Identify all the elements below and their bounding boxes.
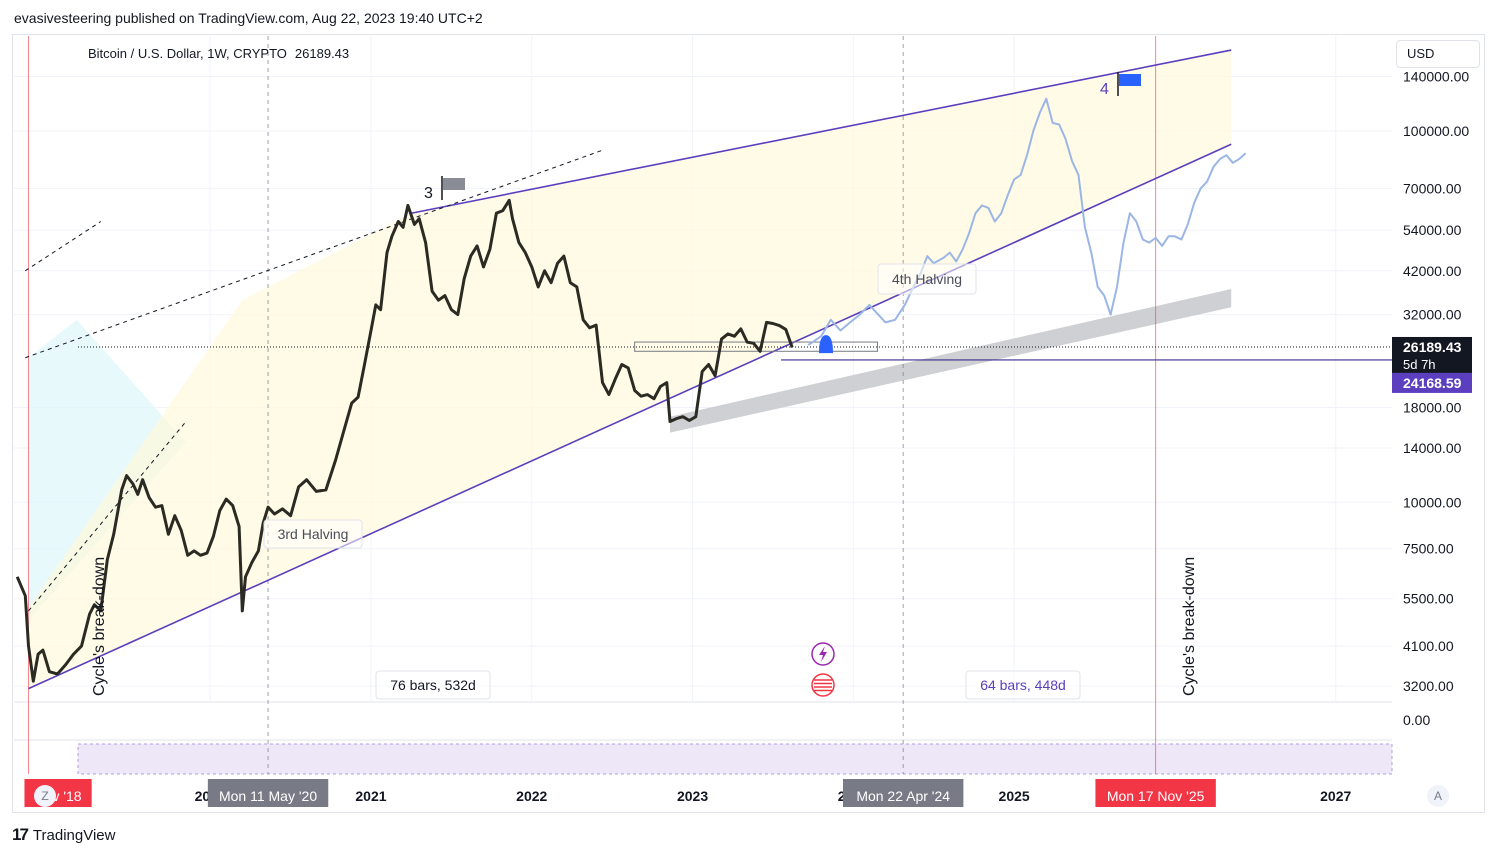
publish-line: evasivesteering published on TradingView… (14, 10, 483, 26)
y-axis-label: 5500.00 (1403, 591, 1454, 607)
last-price-value: 26189.43 (1403, 339, 1462, 355)
support-price-value: 24168.59 (1403, 375, 1462, 391)
fan-fill-cyan (28, 319, 187, 621)
halving-4-label: 4th Halving (892, 271, 962, 287)
y-axis-label: 7500.00 (1403, 541, 1454, 557)
support-price-tag[interactable] (1392, 372, 1472, 393)
channel-upper-line[interactable] (411, 49, 1232, 215)
x-axis-label: 2021 (355, 788, 386, 804)
range-left-label-box (375, 670, 491, 700)
y-axis-label: 14000.00 (1403, 440, 1462, 456)
halving-4-label-box (877, 263, 977, 295)
flag-3-number: 3 (424, 185, 433, 202)
y-axis-label: 32000.00 (1403, 307, 1462, 323)
tradingview-brand: TradingView (32, 826, 116, 844)
flag-4-icon (1119, 74, 1141, 86)
y-axis-label: 3200.00 (1403, 678, 1454, 694)
dashed-trend-line[interactable] (25, 149, 605, 359)
price-zone-rect[interactable] (634, 341, 878, 352)
tradingview-logo-icon: 17 (12, 825, 29, 844)
y-axis-label: 42000.00 (1403, 263, 1462, 279)
range-left-label: 76 bars, 532d (390, 677, 476, 693)
x-axis-label: 2025 (999, 788, 1030, 804)
chart-title: Bitcoin / U.S. Dollar, 1W, CRYPTO 26189.4… (88, 46, 349, 61)
support-band-gray (670, 289, 1232, 433)
x-axis-label: 2027 (1320, 788, 1351, 804)
cycle-breakdown-right: Cycle's break-down (1181, 557, 1198, 696)
lightning-glyph-icon (819, 646, 827, 662)
y-axis-label: 100000.00 (1403, 123, 1469, 139)
alert-bell-icon[interactable] (819, 335, 834, 354)
date-marker-tag (842, 779, 964, 807)
last-price-tag[interactable] (1392, 336, 1472, 373)
range-right-label-box (965, 670, 1081, 700)
btc-price-series[interactable] (15, 198, 794, 683)
y-axis-label: 140000.00 (1403, 69, 1469, 85)
y-axis-label: 4100.00 (1403, 638, 1454, 654)
lower-pane-band (77, 743, 1393, 775)
x-axis-label: 2023 (677, 788, 708, 804)
auto-scale-button[interactable]: A (1427, 785, 1449, 807)
range-right-label: 64 bars, 448d (980, 677, 1066, 693)
tradingview-logo[interactable]: 17 TradingView (12, 825, 115, 845)
us-economic-event-icon[interactable] (811, 673, 835, 697)
y-axis-label: 18000.00 (1403, 399, 1462, 415)
flag-4-number: 4 (1100, 81, 1109, 98)
date-marker-label: Mon 17 Nov '25 (1107, 788, 1205, 804)
date-marker-tag (1095, 779, 1216, 807)
date-marker-label: Mon 22 Apr '24 (856, 788, 950, 804)
date-marker-tag (207, 779, 329, 807)
bar-countdown: 5d 7h (1403, 357, 1436, 372)
y-axis-label: 70000.00 (1403, 180, 1462, 196)
currency-selector[interactable]: USD (1396, 40, 1480, 68)
y-axis-label: 54000.00 (1403, 222, 1462, 238)
chart-frame (12, 34, 1485, 813)
channel-lower-line[interactable] (28, 143, 1232, 690)
date-marker-label: Mon 11 May '20 (219, 788, 317, 804)
halving-3-label: 3rd Halving (278, 526, 349, 542)
y-axis-label: 10000.00 (1403, 494, 1462, 510)
halving-3-label-box (263, 519, 363, 549)
zoom-button[interactable]: Z (34, 785, 56, 807)
projection-series[interactable] (807, 97, 1247, 346)
lower-pane-axis-label: 0.00 (1403, 712, 1430, 728)
dashed-trend-line[interactable] (24, 221, 102, 272)
x-axis-label: 2022 (516, 788, 547, 804)
cycle-breakdown-left: Cycle's break-down (91, 557, 108, 696)
flag-3-icon (443, 178, 465, 190)
dashed-trend-line[interactable] (28, 421, 187, 612)
